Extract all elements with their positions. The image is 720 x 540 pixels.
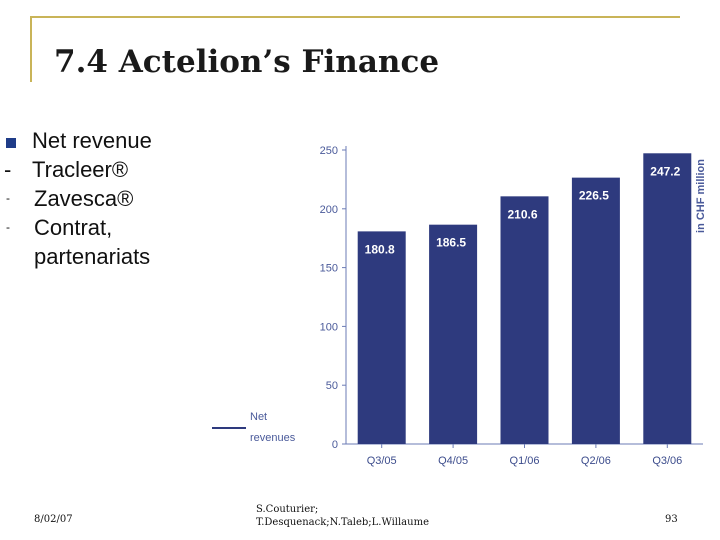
bar-value-label: 180.8 <box>365 242 395 256</box>
revenue-bar-chart: 0 50 100 150 200 250 180.8 Q3/05 186.5 Q4/05 210.6… <box>212 145 707 467</box>
dash-bullet-icon: - <box>6 220 10 234</box>
bar-value-label: 247.2 <box>650 164 680 178</box>
y-tick-label: 0 <box>332 439 338 451</box>
bar <box>500 196 549 444</box>
bar-value-label: 186.5 <box>436 236 466 250</box>
footer-date: 8/02/07 <box>34 514 73 525</box>
frame-top-line <box>30 16 680 18</box>
bullet-item: Net revenue <box>4 126 194 155</box>
legend-label: revenues <box>250 432 296 444</box>
bullet-text: Tracleer® <box>32 157 129 182</box>
page-number: 93 <box>665 514 678 525</box>
y-tick-label: 200 <box>320 204 338 216</box>
bullet-item: - Contrat, partenariats <box>4 213 194 271</box>
x-tick-label: Q1/06 <box>510 455 540 467</box>
bar <box>643 153 692 445</box>
y-axis-label: in CHF million <box>695 159 707 233</box>
bullet-item: - Zavesca® <box>4 184 194 213</box>
bar <box>429 224 478 444</box>
bar <box>571 177 620 445</box>
bullet-text: Contrat, partenariats <box>34 215 151 269</box>
x-tick-label: Q3/05 <box>367 455 397 467</box>
x-tick-label: Q4/05 <box>438 455 468 467</box>
legend-label: Net <box>250 411 267 423</box>
dash-bullet-icon: - <box>6 191 10 205</box>
bullet-text: Net revenue <box>32 128 152 153</box>
bullet-list: Net revenue - Tracleer® - Zavesca® - Con… <box>4 126 194 271</box>
bullet-item: - Tracleer® <box>4 155 194 184</box>
square-bullet-icon <box>4 126 32 155</box>
dash-bullet-icon: - <box>4 157 12 182</box>
footer-authors-line: S.Couturier; <box>256 504 319 515</box>
x-tick-label: Q3/06 <box>652 455 682 467</box>
slide-title: 7.4 Actelion’s Finance <box>54 44 440 80</box>
x-tick-label: Q2/06 <box>581 455 611 467</box>
footer-authors: S.Couturier; T.Desquenack;N.Taleb;L.Will… <box>256 503 429 529</box>
footer-authors-line: T.Desquenack;N.Taleb;L.Willaume <box>256 517 429 528</box>
bar-value-label: 210.6 <box>507 207 537 221</box>
y-tick-label: 50 <box>326 380 338 392</box>
bullet-text: Zavesca® <box>34 186 134 211</box>
frame-left-line <box>30 16 32 82</box>
bar-value-label: 226.5 <box>579 189 609 203</box>
bar <box>357 231 406 444</box>
y-tick-label: 150 <box>320 263 338 275</box>
y-tick-label: 250 <box>320 145 338 157</box>
y-tick-label: 100 <box>320 321 338 333</box>
